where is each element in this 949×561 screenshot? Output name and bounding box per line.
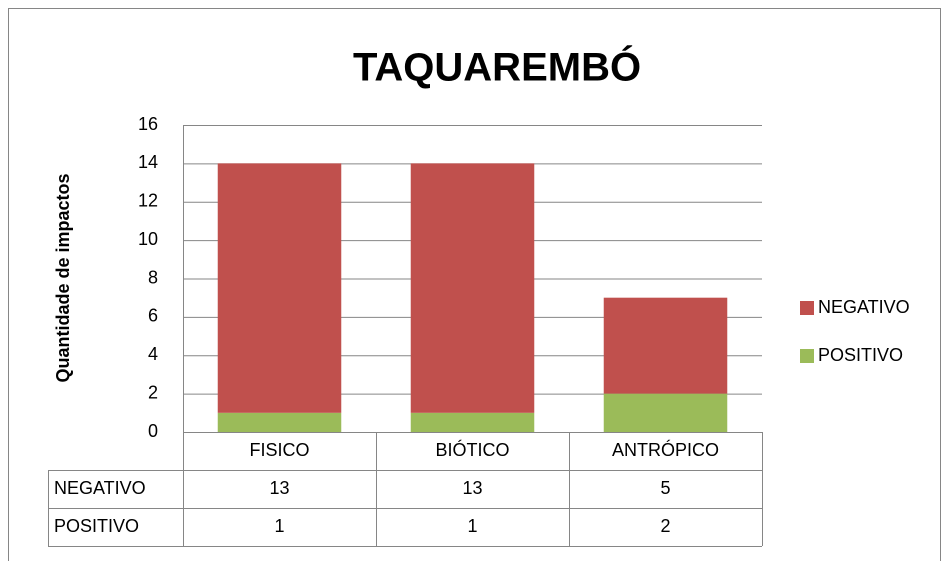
x-tick-label: BIÓTICO bbox=[435, 439, 509, 460]
y-tick-label: 0 bbox=[148, 421, 158, 441]
y-axis-label: Quantidade de impactos bbox=[53, 173, 73, 382]
bar-segment bbox=[410, 412, 535, 432]
y-tick-label: 6 bbox=[148, 306, 158, 326]
x-tick-label: FISICO bbox=[249, 440, 309, 460]
legend-label: POSITIVO bbox=[818, 345, 903, 365]
bar-segment bbox=[603, 297, 728, 394]
bar-segment bbox=[217, 412, 342, 432]
bar-segment bbox=[410, 163, 535, 413]
table-value: 13 bbox=[269, 478, 289, 498]
table-row-header: POSITIVO bbox=[54, 516, 139, 536]
legend-swatch bbox=[800, 349, 814, 363]
table-row-header: NEGATIVO bbox=[54, 478, 146, 498]
chart-border bbox=[8, 8, 941, 561]
y-tick-label: 12 bbox=[138, 191, 158, 211]
legend-swatch bbox=[800, 301, 814, 315]
table-value: 1 bbox=[467, 516, 477, 536]
y-tick-label: 14 bbox=[138, 152, 158, 172]
table-value: 5 bbox=[660, 478, 670, 498]
chart-title: TAQUAREMBÓ bbox=[353, 44, 641, 90]
x-tick-label: ANTRÓPICO bbox=[612, 439, 719, 460]
table-value: 1 bbox=[274, 516, 284, 536]
y-tick-label: 4 bbox=[148, 344, 158, 364]
y-tick-label: 10 bbox=[138, 229, 158, 249]
table-value: 2 bbox=[660, 516, 670, 536]
legend-label: NEGATIVO bbox=[818, 297, 910, 317]
bar-segment bbox=[603, 393, 728, 432]
y-tick-label: 16 bbox=[138, 114, 158, 134]
bar-segment bbox=[217, 163, 342, 413]
table-value: 13 bbox=[462, 478, 482, 498]
y-tick-label: 2 bbox=[148, 382, 158, 402]
y-tick-label: 8 bbox=[148, 267, 158, 287]
